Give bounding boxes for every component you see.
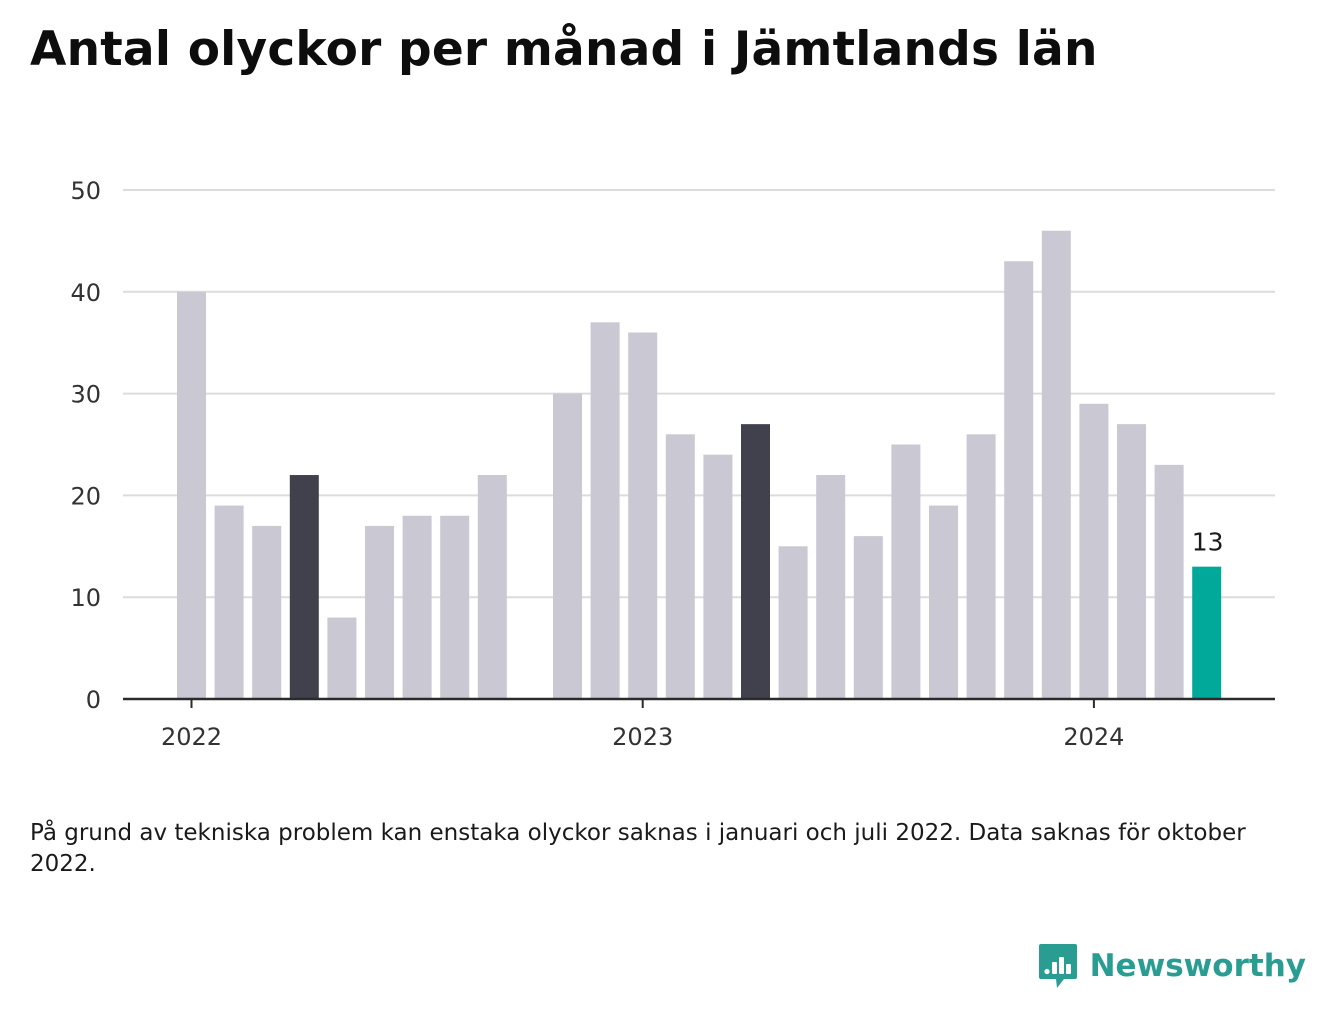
y-tick-label: 50 (70, 177, 101, 205)
bar-2022-02 (214, 505, 244, 699)
bar-2022-04 (289, 475, 319, 699)
bar-2024-03 (1154, 464, 1184, 699)
y-tick-label: 30 (70, 381, 101, 409)
axes: 0 10 20 30 40 50 2022 2023 2024 (70, 177, 1275, 751)
bar-2023-11 (1004, 261, 1034, 699)
bar-2022-12 (590, 322, 620, 699)
bar-2023-02 (665, 434, 695, 699)
x-tick-label: 2023 (612, 723, 673, 751)
bar-2023-01 (628, 332, 658, 699)
bar-2022-05 (327, 617, 357, 699)
bar-2023-10 (966, 434, 996, 699)
y-tick-label: 0 (86, 686, 101, 714)
bar-2024-02 (1117, 424, 1146, 699)
chart-title: Antal olyckor per månad i Jämtlands län (30, 22, 1098, 77)
bar-2022-09 (477, 475, 507, 699)
bar-2023-06 (816, 475, 846, 699)
bar-series (177, 230, 1222, 699)
bar-2022-03 (252, 525, 282, 699)
bar-2022-08 (440, 515, 470, 699)
bar-chart: 0 10 20 30 40 50 2022 2023 2024 13 (70, 177, 1275, 751)
bar-2023-08 (891, 444, 921, 699)
brand-logo: Newsworthy (1038, 942, 1306, 990)
x-tick-label: 2024 (1063, 723, 1124, 751)
y-tick-label: 20 (70, 482, 101, 510)
brand-name: Newsworthy (1089, 948, 1306, 984)
bar-2023-12 (1041, 230, 1071, 699)
y-tick-label: 40 (70, 279, 101, 307)
chart-footnote: På grund av tekniska problem kan enstaka… (30, 820, 1246, 877)
bar-2023-05 (778, 546, 808, 699)
bar-2022-01 (177, 291, 206, 699)
bar-2023-07 (853, 536, 883, 699)
bar-2022-06 (365, 525, 394, 699)
data-labels: 13 (1192, 528, 1224, 557)
y-tick-label: 10 (70, 584, 101, 612)
bar-2024-01 (1079, 403, 1109, 699)
bar-2022-07 (402, 515, 432, 699)
bar-2023-09 (929, 505, 958, 699)
bar-2024-04 (1192, 566, 1222, 699)
data-label: 13 (1192, 528, 1224, 557)
bar-2023-04 (741, 424, 770, 699)
bar-2022-11 (553, 393, 582, 699)
x-tick-label: 2022 (161, 723, 222, 751)
newsworthy-bar-chart-logo-icon (1038, 944, 1077, 988)
bar-2023-03 (703, 454, 733, 699)
